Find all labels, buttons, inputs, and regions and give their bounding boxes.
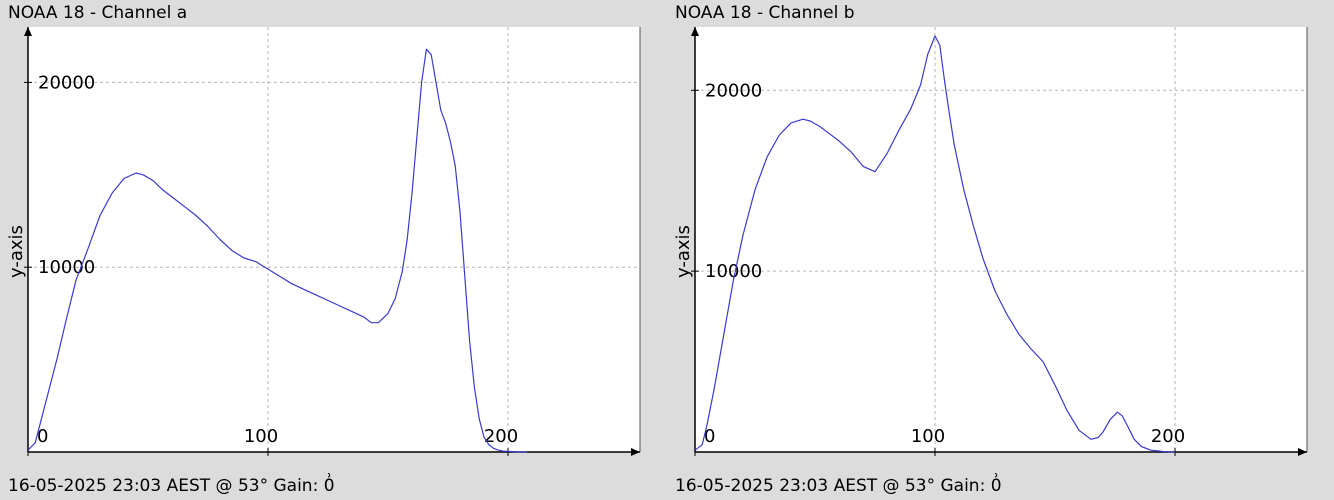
plot-area [695,27,1307,452]
chart-plot: 0 100 200 10000 20000 y-axis [673,27,1308,456]
plot-area [28,27,640,452]
chart-footer: 16-05-2025 23:03 AEST @ 53° Gain: 0͗ [8,476,335,496]
y-tick-label: 10000 [38,257,95,278]
y-axis-arrow [24,27,32,36]
chart-footer: 16-05-2025 23:03 AEST @ 53° Gain: 0͗ [675,476,1002,496]
series-line [694,35,1176,453]
x-tick-label: 0 [37,426,48,447]
y-axis-arrow [691,27,699,36]
series-line [27,48,528,453]
x-tick-label: 0 [704,426,715,447]
y-axis-label: y-axis [6,225,27,278]
chart-plot: 0 100 200 10000 20000 y-axis [6,27,641,456]
y-tick-label: 20000 [38,72,95,93]
chart-panel-a: NOAA 18 - Channel a 0 100 200 10000 20000 y-a… [6,3,641,496]
y-tick-label: 20000 [705,80,762,101]
x-axis-arrow [1298,448,1307,456]
chart-title: NOAA 18 - Channel b [675,3,855,23]
x-tick-label: 100 [911,426,945,447]
x-tick-label: 100 [244,426,278,447]
x-tick-label: 200 [484,426,518,447]
chart-title: NOAA 18 - Channel a [8,3,188,23]
chart-panel-b: NOAA 18 - Channel b 0 100 200 10000 20000 y-a… [667,0,1334,500]
x-tick-label: 200 [1151,426,1185,447]
y-axis-label: y-axis [673,225,694,278]
y-tick-label: 10000 [705,261,762,282]
x-axis-arrow [631,448,640,456]
